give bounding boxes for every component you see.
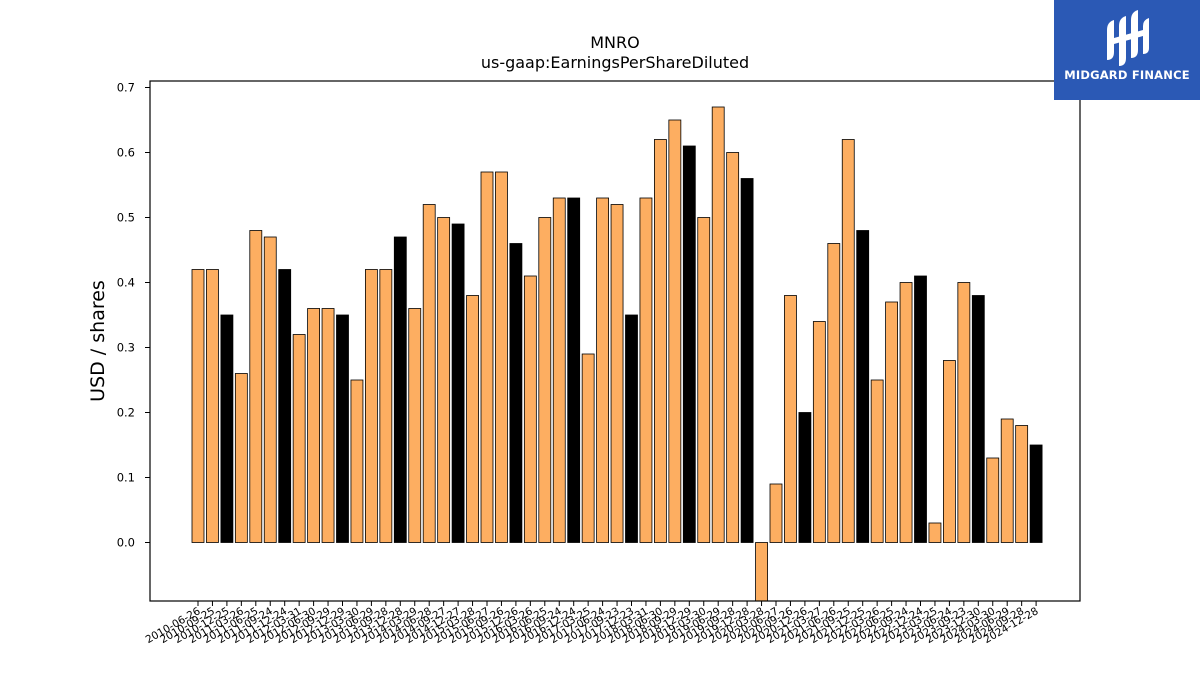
bar (914, 275, 927, 543)
bar (639, 197, 653, 543)
bar (220, 314, 234, 543)
y-axis: 0.0 0.1 0.2 0.3 0.4 0.5 0.6 0.7 (117, 81, 150, 550)
bar (480, 171, 494, 543)
bar (726, 152, 740, 543)
plot-frame (149, 80, 1081, 602)
bar (1000, 418, 1014, 543)
bar (971, 295, 985, 543)
bar (625, 314, 638, 543)
bar (379, 269, 393, 543)
bar (784, 295, 797, 543)
bar (393, 236, 407, 543)
bar (827, 243, 841, 543)
y-tick-label: 0.4 (117, 276, 135, 290)
logo-wordmark: MIDGARD FINANCE (1064, 68, 1190, 82)
y-tick-label: 0.0 (117, 536, 135, 550)
bar (495, 171, 508, 543)
bar (697, 217, 711, 543)
bar (422, 204, 436, 543)
bar (899, 282, 913, 543)
bar (567, 197, 581, 543)
bar (711, 106, 725, 543)
bar (957, 282, 971, 543)
midgard-m-logo-icon (1107, 10, 1149, 66)
bar (234, 373, 248, 543)
bar (408, 308, 422, 543)
chart-title: MNRO (590, 33, 639, 52)
bar (292, 334, 306, 543)
bar (321, 308, 335, 543)
bar (437, 217, 451, 543)
bar (206, 269, 219, 543)
bars-group (191, 106, 1043, 602)
bar (596, 197, 609, 543)
bar (610, 204, 624, 543)
bar (538, 217, 552, 543)
bar (928, 522, 942, 543)
bar (336, 314, 349, 543)
y-tick-label: 0.1 (117, 471, 135, 485)
y-tick-label: 0.7 (117, 81, 135, 95)
y-tick-label: 0.6 (117, 146, 135, 160)
y-tick-label: 0.3 (117, 341, 135, 355)
bar (307, 308, 321, 543)
bar (1029, 444, 1043, 543)
bar (668, 119, 682, 543)
y-axis-label: USD / shares (87, 280, 109, 402)
bar (798, 412, 812, 543)
bar (856, 230, 870, 543)
bar (191, 269, 205, 543)
bar (885, 301, 898, 543)
bar (581, 353, 595, 543)
bar (249, 230, 263, 543)
bar (552, 197, 566, 543)
y-tick-label: 0.5 (117, 211, 135, 225)
bar (986, 457, 1000, 543)
bar (364, 269, 378, 543)
bar (451, 223, 465, 543)
bar (523, 275, 537, 543)
bar (350, 379, 364, 543)
chart-subtitle: us-gaap:EarningsPerShareDiluted (481, 53, 749, 72)
bar (769, 483, 783, 543)
y-tick-label: 0.2 (117, 406, 135, 420)
bar (870, 379, 884, 543)
bar (841, 139, 855, 543)
bar (1015, 425, 1029, 543)
bar (278, 269, 292, 543)
bar (943, 360, 956, 543)
midgard-finance-logo: MIDGARD FINANCE (1054, 0, 1200, 100)
bar (740, 178, 754, 543)
bar (263, 236, 277, 543)
x-axis: 2010-06-262010-09-252010-12-252011-03-26… (144, 601, 1041, 646)
bar (654, 139, 667, 543)
bar (682, 145, 696, 543)
bar (812, 321, 826, 543)
bar (509, 243, 523, 543)
bar (755, 542, 768, 602)
bar (466, 295, 479, 543)
